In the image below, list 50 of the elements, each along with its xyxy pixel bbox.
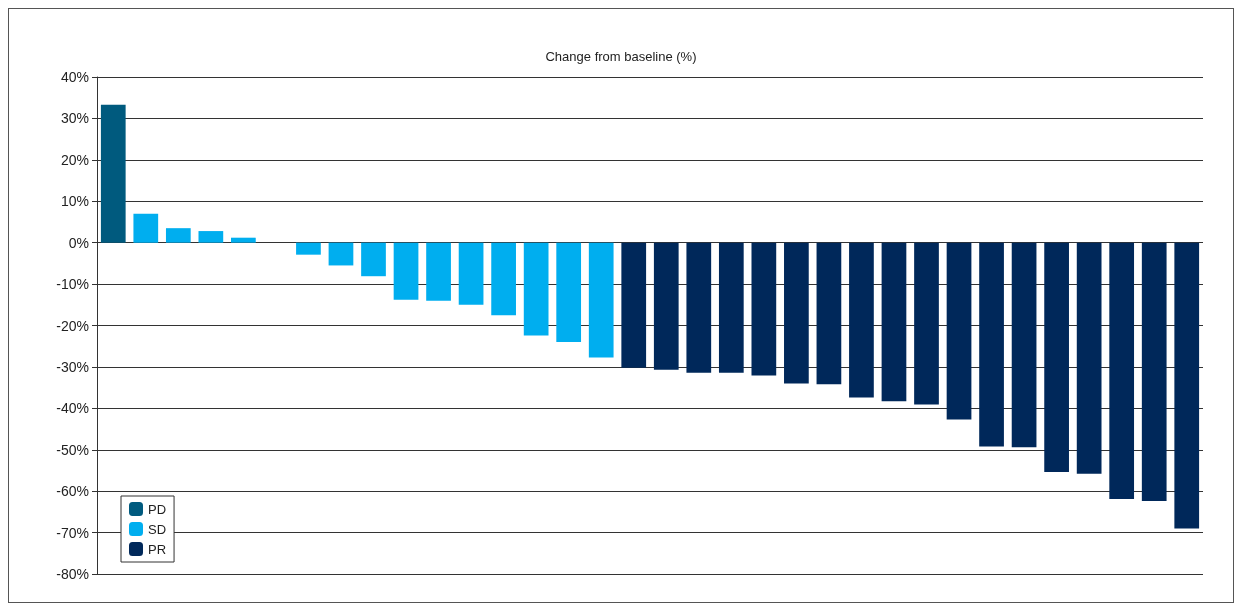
y-tick-label: -10% — [56, 276, 89, 293]
bar — [523, 242, 549, 336]
bar — [100, 104, 126, 243]
bar — [1141, 242, 1167, 502]
bar — [718, 242, 744, 373]
bar — [426, 242, 451, 301]
bar — [133, 213, 159, 243]
bar — [296, 242, 321, 255]
chart-title: Change from baseline (%) — [545, 49, 697, 64]
bar — [653, 242, 679, 370]
bar — [751, 242, 777, 376]
y-tick-label: -80% — [56, 566, 89, 582]
legend-label: PD — [148, 501, 167, 517]
y-tick-label: -70% — [56, 524, 89, 541]
bar — [1076, 242, 1102, 474]
y-tick-label: 0% — [68, 234, 89, 251]
y-tick-label: -40% — [56, 400, 89, 417]
y-tick-label: 40% — [60, 69, 89, 85]
y-tick-label: -60% — [56, 483, 89, 500]
bar — [784, 242, 809, 384]
bar — [686, 242, 712, 373]
bar — [198, 231, 224, 243]
bar — [165, 228, 191, 243]
bar — [946, 242, 972, 420]
y-tick-label: 20% — [60, 151, 89, 168]
bar — [1011, 242, 1037, 448]
legend-label: PR — [148, 541, 167, 557]
bar — [231, 237, 256, 243]
bar — [361, 242, 386, 277]
y-tick-label: -20% — [56, 317, 89, 334]
bar — [849, 242, 874, 398]
y-tick-label: -50% — [56, 441, 89, 458]
bar — [491, 242, 516, 316]
bar — [1174, 242, 1200, 529]
bar — [328, 242, 354, 266]
bar — [588, 242, 614, 358]
bar — [979, 242, 1004, 447]
y-tick-label: -30% — [56, 358, 89, 375]
bar — [556, 242, 582, 343]
bar — [458, 242, 484, 305]
bar — [881, 242, 907, 402]
y-tick-label: 10% — [60, 193, 89, 210]
bar — [621, 242, 647, 368]
bar — [816, 242, 842, 385]
bar — [914, 242, 939, 405]
bar — [393, 242, 419, 300]
bar — [1044, 242, 1069, 473]
bar — [1109, 242, 1135, 500]
legend-label: SD — [148, 521, 167, 537]
y-tick-label: 30% — [60, 110, 89, 127]
